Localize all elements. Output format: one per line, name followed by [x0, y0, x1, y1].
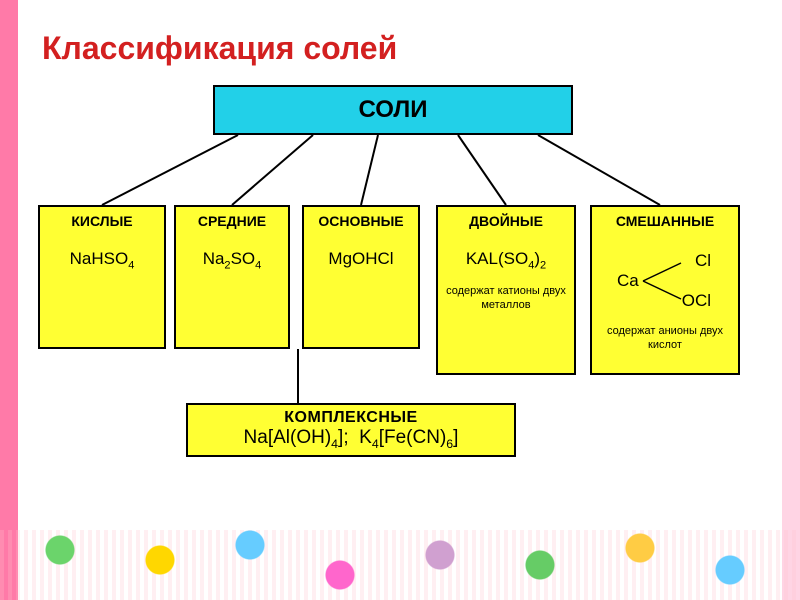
slide-content: Классификация солей СОЛИ КОМПЛЕКСНЫЕ Na[…: [0, 0, 800, 600]
type-node-1: СРЕДНИЕ Na2SO4: [174, 205, 290, 349]
type-label: КИСЛЫЕ: [71, 213, 132, 229]
type-formula: Na2SO4: [203, 249, 262, 271]
type-formula: NaHSO4: [70, 249, 135, 271]
type-formula: KAL(SO4)2: [466, 249, 546, 271]
root-node: СОЛИ: [213, 85, 573, 135]
type-label: ОСНОВНЫЕ: [318, 213, 403, 229]
type-label: СМЕШАННЫЕ: [616, 213, 714, 229]
type-subtext: содержат анионы двух кислот: [596, 325, 734, 353]
page-title: Классификация солей: [42, 30, 760, 67]
type-subtext: содержат катионы двух металлов: [442, 285, 570, 313]
type-node-0: КИСЛЫЕ NaHSO4: [38, 205, 166, 349]
type-label: СРЕДНИЕ: [198, 213, 266, 229]
type-formula: MgOHCl: [328, 249, 393, 269]
branch-formula: CaClOCl: [617, 253, 713, 309]
complex-label: КОМПЛЕКСНЫЕ: [284, 409, 417, 427]
type-node-3: ДВОЙНЫЕ KAL(SO4)2 содержат катионы двух ме…: [436, 205, 576, 375]
salts-diagram: СОЛИ КОМПЛЕКСНЫЕ Na[Al(OH)4]; K4[Fe(CN)6…: [38, 85, 760, 555]
type-node-4: СМЕШАННЫЕ CaClOCl содержат анионы двух кис…: [590, 205, 740, 375]
complex-formula: Na[Al(OH)4]; K4[Fe(CN)6]: [244, 427, 459, 451]
type-label: ДВОЙНЫЕ: [469, 213, 543, 229]
complex-node: КОМПЛЕКСНЫЕ Na[Al(OH)4]; K4[Fe(CN)6]: [186, 403, 516, 457]
type-node-2: ОСНОВНЫЕ MgOHCl: [302, 205, 420, 349]
